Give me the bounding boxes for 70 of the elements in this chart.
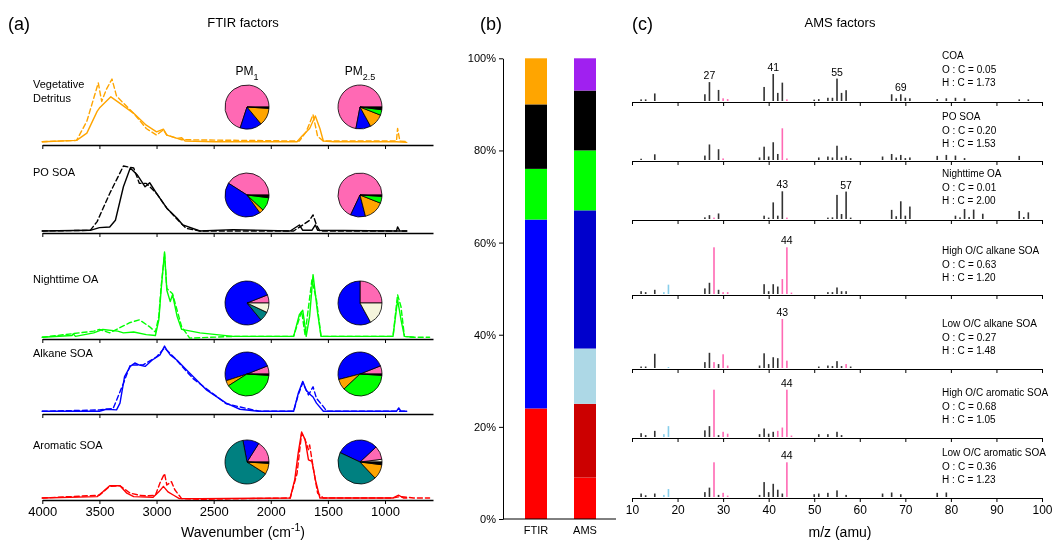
annotation: O : C = 0.01: [942, 181, 997, 193]
x-tick-label: 1500: [313, 504, 343, 520]
annotation: PO SOA: [33, 166, 76, 178]
x-tick-label: 100: [1032, 502, 1053, 517]
annotation: 43: [776, 306, 789, 318]
x-tick-label: 10: [625, 502, 640, 517]
annotation: H : C = 1.53: [942, 138, 997, 149]
annotation: Alkane SOA: [33, 347, 94, 359]
text: (b): [480, 14, 502, 34]
x-tick-label: 90: [990, 502, 1004, 517]
x-tick-label: 2000: [256, 504, 286, 520]
annotation: 43: [776, 178, 789, 191]
x-tick-label: 60: [853, 502, 868, 517]
annotation: H : C = 1.05: [942, 414, 997, 425]
annotation: 27: [703, 69, 716, 82]
x-tick-label: 1000: [371, 504, 400, 520]
y-tick-label: 40%: [473, 328, 497, 341]
annotation: O : C = 0.20: [942, 124, 997, 136]
text: PO SOA: [942, 111, 981, 122]
annotation: 55: [831, 65, 843, 78]
annotation: 44: [781, 234, 793, 247]
chart-title: AMS factors: [804, 15, 876, 30]
annotation: High O/C alkane SOA: [942, 245, 1040, 256]
x-tick-label: 70: [899, 502, 913, 517]
text: (a): [8, 14, 30, 34]
x-tick-label: 3500: [85, 504, 115, 520]
text: Low O/C aromatic SOA: [942, 447, 1047, 458]
annotation: 44: [781, 449, 793, 462]
x-tick-label: 2500: [199, 504, 229, 520]
annotation: H : C = 1.20: [942, 272, 997, 283]
x-tick-label: 40: [762, 502, 777, 517]
annotation: H : C = 1.73: [942, 77, 997, 88]
x-tick-label: 80: [944, 502, 959, 517]
annotation: 57: [840, 178, 853, 191]
x-tick-label: 20: [671, 502, 686, 517]
annotation: H : C = 2.00: [942, 195, 997, 206]
annotation: H : C = 1.48: [942, 345, 997, 356]
annotation: Low O/C alkane SOA: [942, 318, 1038, 329]
chart-title: PM$_{1}$: [235, 64, 259, 82]
annotation: H : C = 1.23: [942, 474, 997, 485]
text: (c): [632, 14, 653, 34]
annotation: Aromatic SOA: [33, 439, 104, 451]
y-tick-label: 60%: [473, 236, 497, 249]
x-tick-label: 3000: [142, 504, 172, 520]
y-tick-label: 20%: [473, 420, 497, 433]
annotation: O : C = 0.27: [942, 331, 997, 343]
annotation: 41: [767, 61, 780, 73]
y-tick-label: 80%: [473, 144, 497, 157]
chart-title: FTIR factors: [207, 15, 280, 30]
y-tick-label: 0%: [480, 513, 497, 526]
x-tick-label: 30: [716, 502, 731, 517]
x-tick-label: FTIR: [523, 524, 549, 536]
annotation: O : C = 0.68: [942, 400, 997, 412]
text: Nighttime OA: [942, 168, 1002, 179]
chart-title: PM$_{2.5}$: [344, 64, 376, 82]
annotation: O : C = 0.05: [942, 63, 997, 75]
annotation: Nighttime OA: [33, 273, 100, 285]
y-tick-label: 100%: [467, 52, 497, 65]
annotation: High O/C aromatic SOA: [942, 387, 1049, 398]
x-tick-label: 4000: [28, 504, 58, 520]
x-axis-title: m/z (amu): [808, 524, 872, 540]
annotation: O : C = 0.36: [942, 460, 997, 472]
text: COA: [942, 50, 964, 61]
x-tick-label: AMS: [573, 524, 597, 536]
annotation: O : C = 0.63: [942, 258, 997, 270]
x-tick-label: 50: [808, 502, 822, 517]
annotation: 69: [894, 81, 907, 94]
x-axis-title: Wavenumber (cm$^{-1}$): [181, 521, 305, 540]
annotation: Vegetative Detritus: [33, 78, 85, 104]
annotation: 44: [781, 376, 793, 389]
